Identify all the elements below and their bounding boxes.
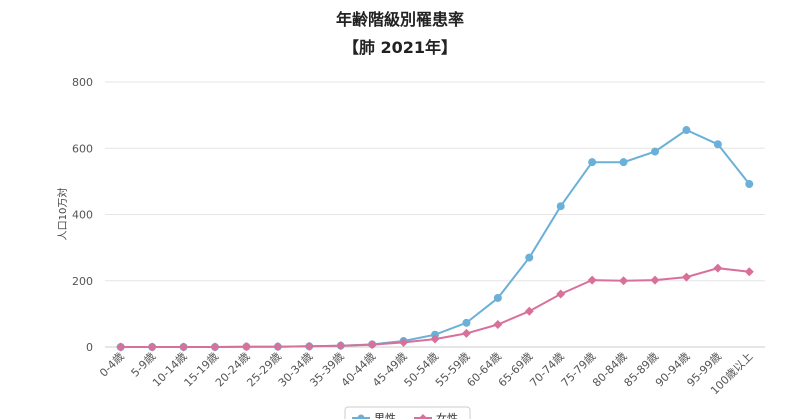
data-point[interactable] [336,341,346,351]
data-point[interactable] [399,337,409,347]
data-point[interactable] [179,342,189,352]
data-point[interactable] [619,158,628,167]
series-男性 [116,126,754,351]
data-point[interactable] [682,126,691,135]
data-point[interactable] [744,267,754,277]
grid-lines [105,81,765,348]
data-point[interactable] [493,293,502,302]
chart-title: 年齢階級別罹患率 [335,10,464,29]
y-tick-label: 0 [86,341,93,354]
data-point[interactable] [681,272,691,282]
y-tick-label: 200 [72,275,93,288]
x-axis: 0-4歳 5-9歳10-14歳15-19歳20-24歳25-29歳30-34歳35… [97,350,755,397]
legend-box [344,406,471,419]
data-point[interactable] [524,306,534,316]
chart-subtitle: 【肺 2021年】 [342,38,458,57]
data-point[interactable] [525,253,534,262]
data-point[interactable] [116,342,126,352]
data-point[interactable] [304,341,314,351]
data-point[interactable] [367,340,377,350]
data-point[interactable] [713,263,723,273]
legend[interactable]: 男性 女性 [344,406,471,419]
x-tick-label: 5-9歳 [129,350,159,380]
data-point[interactable] [241,342,251,352]
data-point[interactable] [556,289,566,299]
y-tick-label: 800 [72,76,93,89]
data-point[interactable] [430,334,440,344]
data-point[interactable] [745,180,754,189]
data-point[interactable] [556,202,565,211]
legend-marker [357,414,365,419]
series-女性 [116,263,754,352]
data-point[interactable] [713,140,722,149]
data-point[interactable] [493,319,503,329]
legend-label[interactable]: 女性 [436,411,458,419]
data-point[interactable] [147,342,157,352]
y-tick-label: 400 [72,209,93,222]
series-line [120,128,751,348]
data-point[interactable] [588,158,597,167]
y-axis: 0 200 400 600 800 [72,76,93,354]
y-axis-title: 人口10万対 [56,188,69,241]
data-point[interactable] [273,342,283,352]
legend-marker [419,414,427,419]
y-tick-label: 600 [72,142,93,155]
x-tick-label: 0-4歳 [97,350,127,380]
data-point[interactable] [651,147,659,156]
data-point[interactable] [462,318,471,327]
data-point[interactable] [461,328,471,338]
legend-label[interactable]: 男性 [374,411,396,419]
data-point[interactable] [650,275,660,285]
series-layer [116,126,754,352]
data-point[interactable] [587,275,597,285]
data-point[interactable] [619,276,629,286]
data-point[interactable] [210,342,220,352]
